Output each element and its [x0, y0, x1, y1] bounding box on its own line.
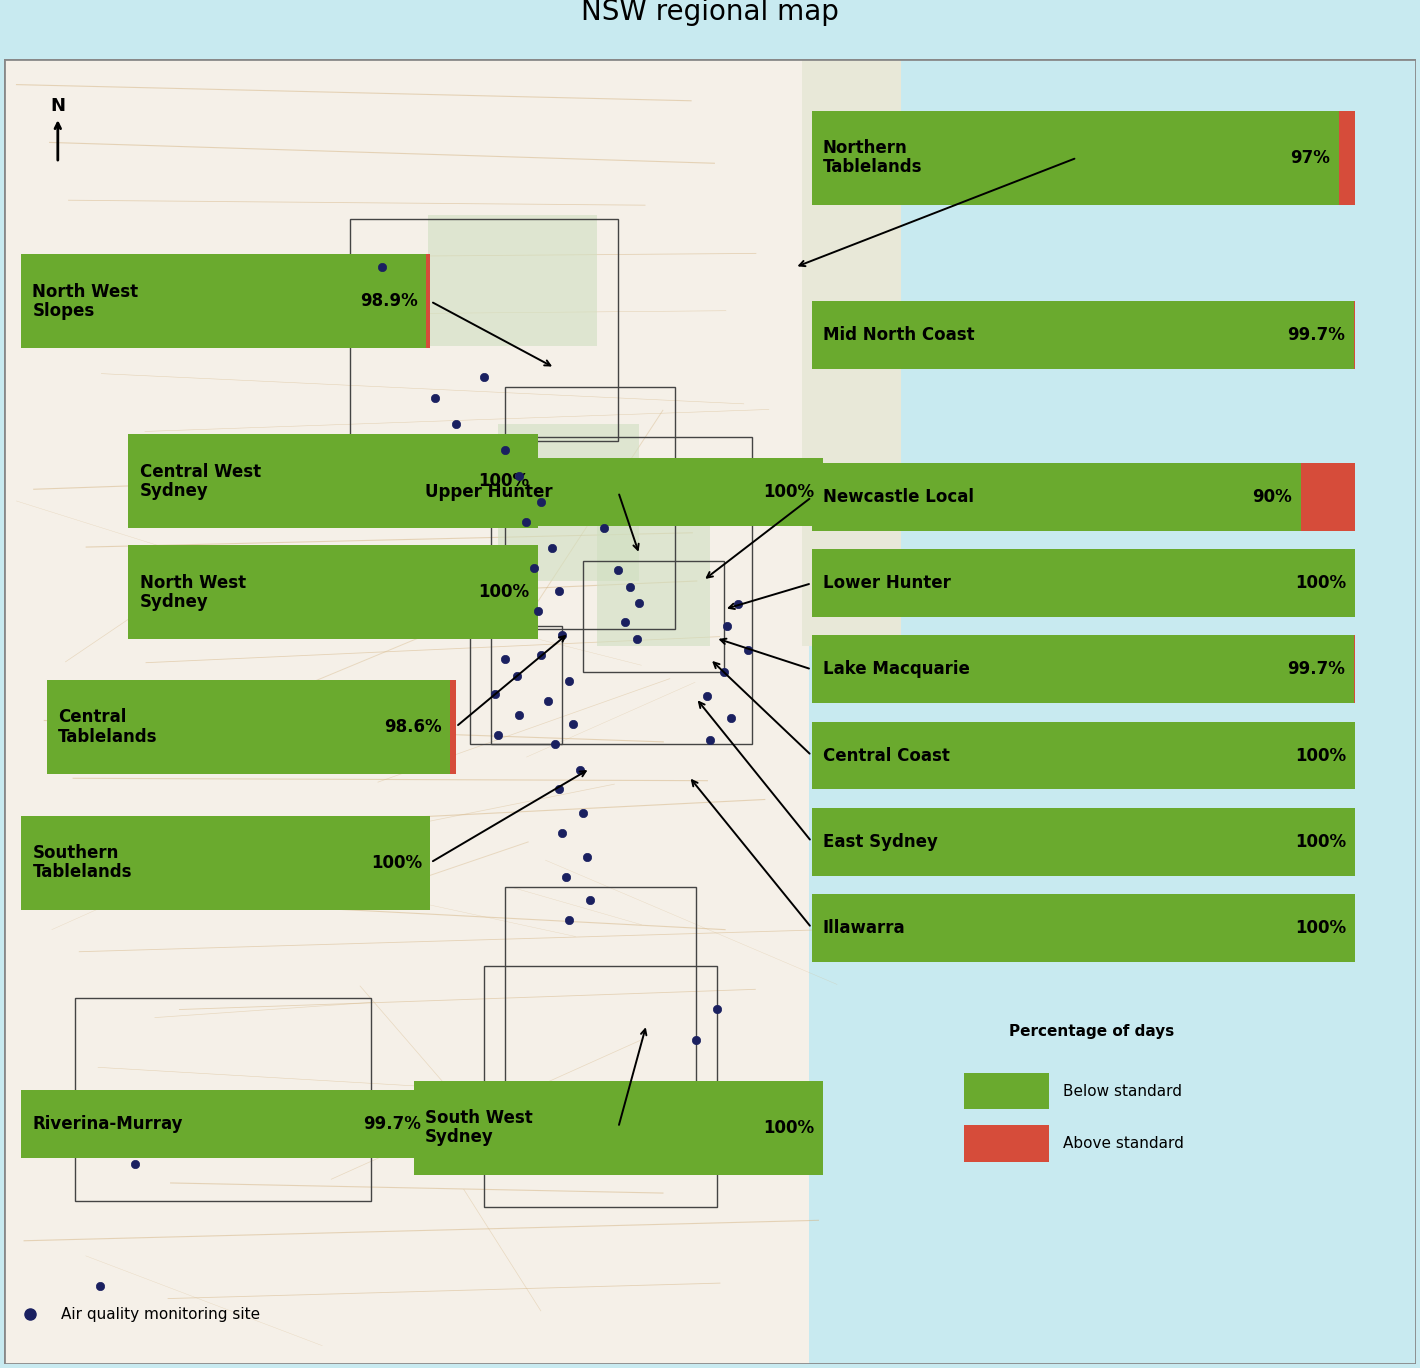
Bar: [812, 893, 1355, 962]
Text: North West
Slopes: North West Slopes: [33, 283, 139, 320]
Text: 100%: 100%: [1295, 575, 1346, 592]
Bar: [1301, 464, 1355, 531]
Bar: [812, 807, 1355, 876]
Bar: [812, 464, 1301, 531]
Text: 98.9%: 98.9%: [359, 293, 417, 311]
Bar: [413, 458, 824, 525]
Bar: [484, 966, 717, 1207]
Bar: [812, 721, 1355, 789]
Text: 100%: 100%: [764, 483, 815, 501]
Text: 100%: 100%: [764, 1119, 815, 1137]
Text: Central West
Sydney: Central West Sydney: [139, 462, 261, 501]
Text: 90%: 90%: [1252, 488, 1292, 506]
Text: Illawarra: Illawarra: [824, 919, 906, 937]
Text: Southern
Tablelands: Southern Tablelands: [33, 844, 132, 881]
Text: South West
Sydney: South West Sydney: [425, 1109, 532, 1146]
Text: Above standard: Above standard: [1064, 1135, 1184, 1150]
Bar: [47, 680, 450, 774]
Text: 99.7%: 99.7%: [1287, 326, 1345, 345]
Text: Northern
Tablelands: Northern Tablelands: [824, 140, 923, 176]
Text: North West
Sydney: North West Sydney: [139, 573, 246, 611]
Text: Upper Hunter: Upper Hunter: [425, 483, 552, 501]
Bar: [349, 219, 618, 440]
Bar: [470, 627, 562, 744]
Text: 97%: 97%: [1291, 149, 1331, 167]
Text: 100%: 100%: [1295, 747, 1346, 765]
Text: Below standard: Below standard: [1064, 1083, 1181, 1099]
Bar: [498, 424, 639, 580]
Bar: [1353, 636, 1355, 703]
FancyBboxPatch shape: [802, 59, 900, 646]
Text: Riverina-Murray: Riverina-Murray: [33, 1115, 183, 1133]
Bar: [128, 435, 538, 528]
Bar: [506, 888, 696, 1083]
Bar: [427, 215, 596, 346]
Text: 99.7%: 99.7%: [1287, 661, 1345, 679]
Bar: [21, 254, 426, 349]
Text: 98.6%: 98.6%: [383, 718, 442, 736]
Bar: [964, 1124, 1049, 1161]
Text: 100%: 100%: [1295, 833, 1346, 851]
Bar: [812, 550, 1355, 617]
Bar: [596, 516, 710, 646]
Bar: [21, 1090, 429, 1157]
Text: 100%: 100%: [1295, 919, 1346, 937]
Bar: [1353, 301, 1355, 369]
Bar: [812, 111, 1339, 205]
Text: East Sydney: East Sydney: [824, 833, 937, 851]
Bar: [506, 387, 674, 629]
Text: Central Coast: Central Coast: [824, 747, 950, 765]
Bar: [128, 546, 538, 639]
Bar: [491, 436, 753, 744]
Text: 100%: 100%: [479, 472, 530, 491]
Text: 100%: 100%: [479, 583, 530, 602]
Text: Air quality monitoring site: Air quality monitoring site: [61, 1306, 260, 1321]
Bar: [812, 636, 1353, 703]
Bar: [450, 680, 456, 774]
Bar: [413, 1081, 824, 1175]
Text: 100%: 100%: [371, 854, 422, 871]
Bar: [21, 815, 430, 910]
Text: 99.7%: 99.7%: [364, 1115, 420, 1133]
Bar: [812, 301, 1353, 369]
Text: Percentage of days: Percentage of days: [1008, 1023, 1174, 1038]
Text: Mid North Coast: Mid North Coast: [824, 326, 974, 345]
Text: N: N: [50, 97, 65, 115]
Text: Central
Tablelands: Central Tablelands: [58, 709, 158, 746]
Bar: [584, 561, 724, 672]
Bar: [75, 999, 371, 1201]
Text: Newcastle Local: Newcastle Local: [824, 488, 974, 506]
Bar: [4, 59, 809, 1364]
Text: NSW regional map: NSW regional map: [581, 0, 839, 26]
Text: Lower Hunter: Lower Hunter: [824, 575, 951, 592]
Bar: [426, 254, 430, 349]
Bar: [1339, 111, 1355, 205]
Bar: [964, 1073, 1049, 1109]
Text: Lake Macquarie: Lake Macquarie: [824, 661, 970, 679]
